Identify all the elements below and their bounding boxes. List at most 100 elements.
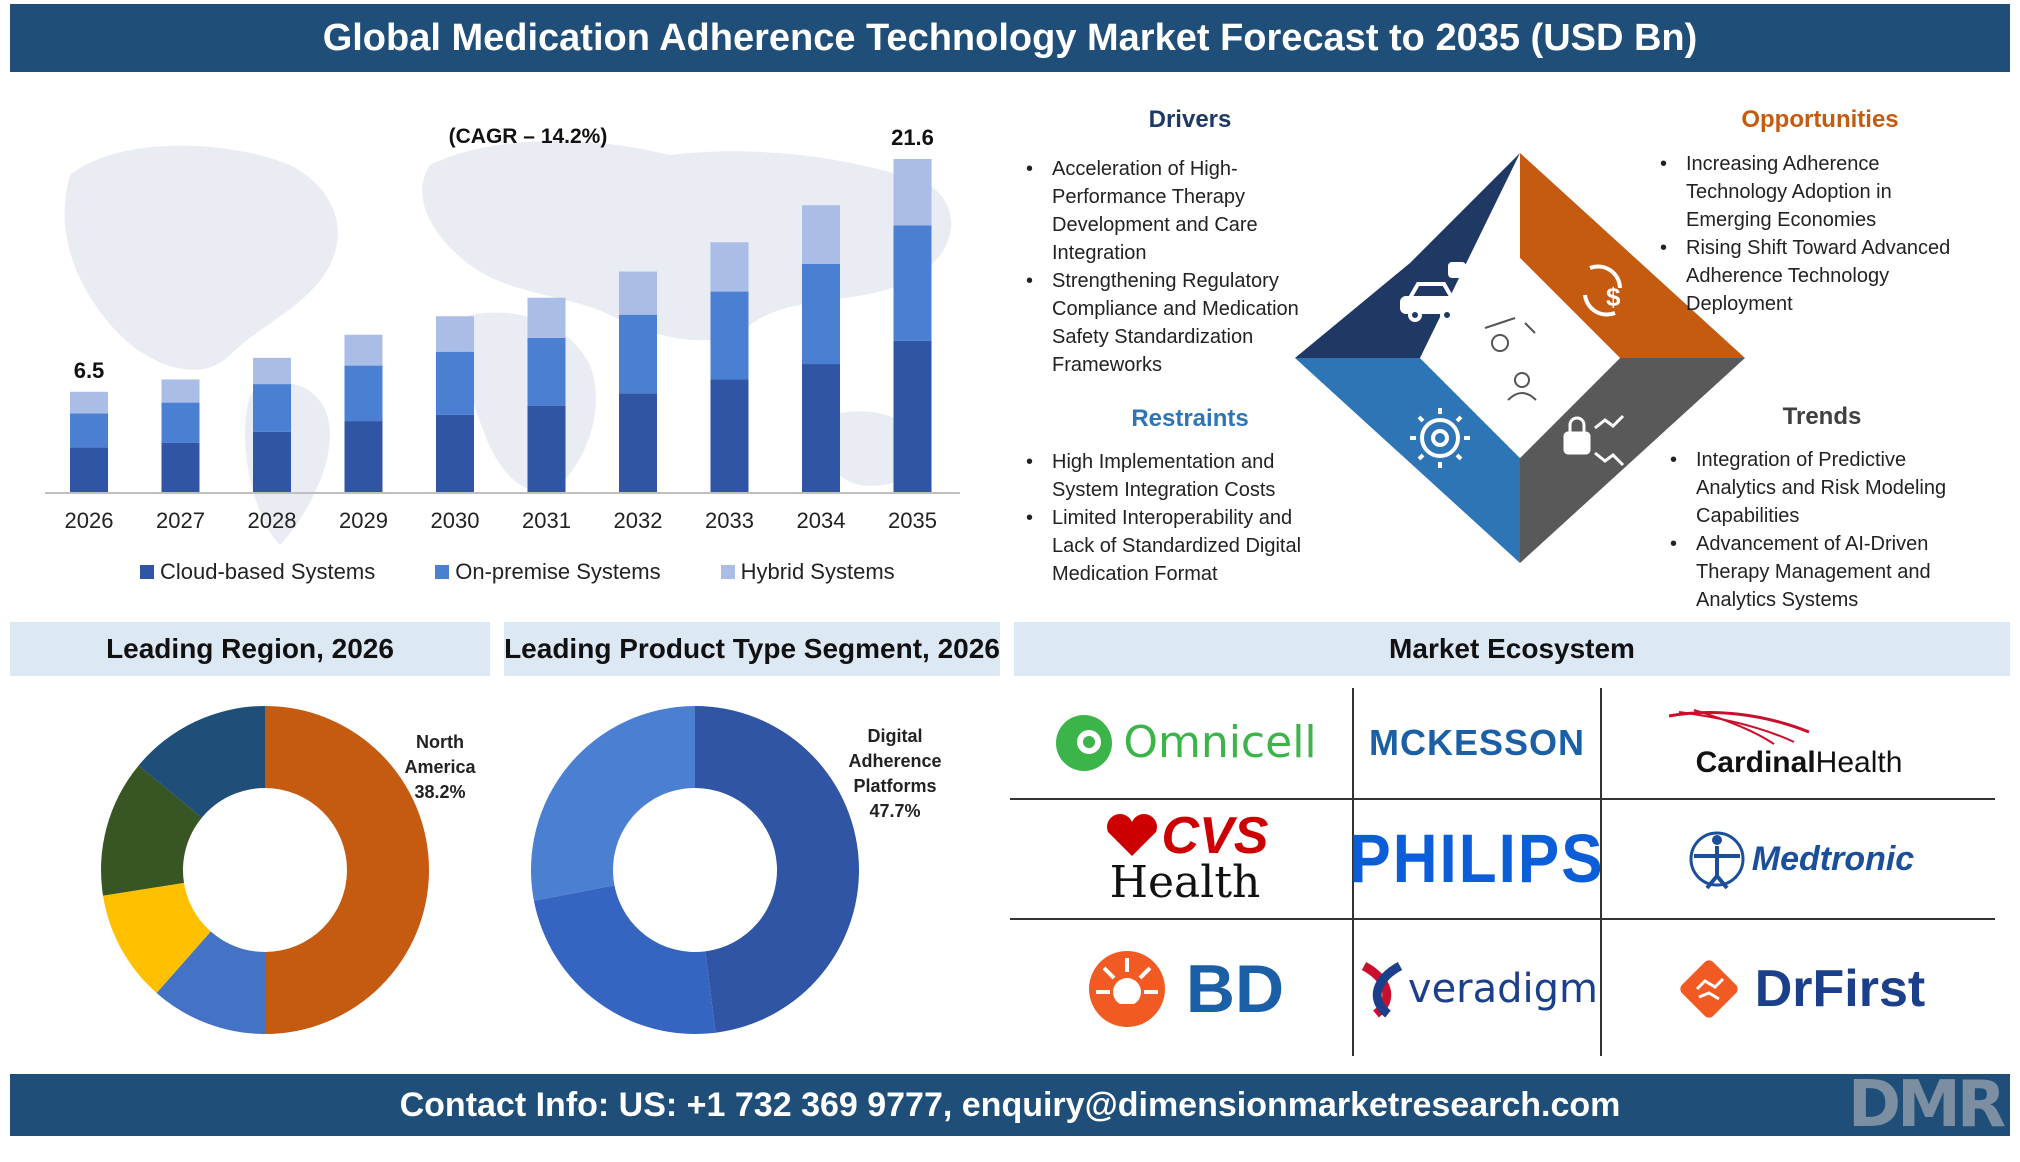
diamond-restraints [1295, 358, 1520, 563]
svg-text:$: $ [1606, 282, 1621, 312]
medtronic-figure-icon [1689, 831, 1745, 890]
bar-segment-on-premise-systems [710, 291, 749, 380]
bar-segment-cloud-based-systems [802, 364, 840, 492]
cardinal-wordmark-b: Health [1815, 745, 1903, 779]
bar-total-label: 6.5 [74, 358, 105, 383]
donut-slice [103, 882, 211, 994]
x-tick-label: 2029 [339, 508, 388, 533]
bar-segment-cloud-based-systems [344, 421, 383, 492]
cvs-health-wordmark: Health [1109, 857, 1261, 908]
bar-total-label: 21.6 [891, 125, 934, 150]
legend-onprem-label: On-premise Systems [455, 559, 661, 584]
bar-legend: Cloud-based Systems On-premise Systems H… [140, 556, 1000, 588]
page-title: Global Medication Adherence Technology M… [10, 4, 2010, 72]
donut-slice [695, 706, 860, 1033]
cardinal-wordmark: CardinalHealth [1696, 746, 1903, 780]
diamond-trends [1520, 358, 1745, 563]
medtronic-logo: Medtronic [1604, 802, 1994, 916]
bar-segment-hybrid-systems [893, 159, 932, 226]
cagr-annotation: (CAGR – 14.2%) [449, 125, 608, 148]
product-section-title: Leading Product Type Segment, 2026 [504, 622, 1000, 676]
monitoring-icon [1484, 317, 1537, 401]
legend-hybrid-swatch [720, 565, 735, 579]
bar-segment-on-premise-systems [253, 384, 291, 432]
philips-wordmark: PHILIPS [1349, 821, 1605, 897]
mckesson-logo: MCKESSON [1356, 690, 1598, 795]
bar-segment-on-premise-systems [436, 351, 474, 415]
drivers-list: Acceleration of High-Performance Therapy… [1022, 155, 1322, 379]
donut-slice [265, 706, 429, 1034]
donut-slice [101, 765, 202, 896]
bar-segment-cloud-based-systems [710, 379, 749, 492]
cardinal-wordmark-a: Cardinal [1695, 745, 1816, 779]
trends-title: Trends [1782, 403, 1862, 430]
drivers-item: Strengthening Regulatory Compliance and … [1022, 267, 1322, 379]
product-callout-name: Digital Adherence Platforms [848, 726, 942, 796]
restraints-list: High Implementation and System Integrati… [1022, 448, 1322, 588]
x-tick-label: 2034 [797, 508, 846, 533]
x-tick-label: 2035 [888, 508, 937, 533]
opportunities-item: Rising Shift Toward Advanced Adherence T… [1656, 234, 1976, 318]
bar-segment-hybrid-systems [802, 205, 840, 264]
donut-slice [156, 931, 265, 1034]
gear-icon [1410, 408, 1470, 468]
product-donut-chart [531, 706, 860, 1034]
ecosystem-section-title: Market Ecosystem [1014, 622, 2010, 676]
bar-segment-hybrid-systems [619, 271, 657, 315]
bar-segment-on-premise-systems [161, 402, 200, 443]
x-tick-label: 2033 [705, 508, 754, 533]
bar-segment-on-premise-systems [802, 263, 840, 365]
drfirst-logo: DrFirst [1604, 922, 1994, 1056]
diamond-drivers [1295, 153, 1520, 358]
cardinal-health-logo: CardinalHealth [1604, 690, 1994, 795]
x-tick-label: 2030 [431, 508, 480, 533]
ecosystem-grid-line [1010, 798, 1995, 800]
region-callout: North America 38.2% [390, 730, 490, 805]
trends-list: Integration of Predictive Analytics and … [1666, 446, 1986, 614]
bar-segment-on-premise-systems [619, 314, 657, 394]
omnicell-logo: Omnicell [1020, 690, 1350, 795]
bar-segment-on-premise-systems [527, 337, 566, 406]
bar-segment-cloud-based-systems [619, 393, 657, 492]
drfirst-mark-icon [1680, 960, 1738, 1018]
legend-cloud-label: Cloud-based Systems [160, 559, 376, 584]
legend-cloud-swatch [140, 565, 154, 579]
bd-sun-icon [1088, 951, 1165, 1027]
legend-onprem: On-premise Systems [435, 556, 661, 588]
cvs-health-logo: CVS Health [1020, 802, 1350, 916]
mckesson-wordmark: MCKESSON [1368, 721, 1586, 763]
donut-slice [533, 885, 716, 1034]
opportunities-list: Increasing Adherence Technology Adoption… [1656, 150, 1976, 318]
legend-hybrid: Hybrid Systems [720, 556, 895, 588]
bar-segment-cloud-based-systems [70, 447, 108, 492]
trends-item: Integration of Predictive Analytics and … [1666, 446, 1986, 530]
bar-segment-cloud-based-systems [436, 414, 474, 492]
cardinal-swoosh-icon [1668, 708, 1810, 745]
cvs-wordmark: CVS [1161, 807, 1269, 865]
product-callout-value: 47.7% [869, 801, 921, 821]
bar-segment-hybrid-systems [253, 357, 291, 385]
bar-segment-cloud-based-systems [161, 442, 200, 492]
bar-segment-on-premise-systems [70, 413, 108, 448]
bar-segment-cloud-based-systems [253, 431, 291, 492]
region-callout-value: 38.2% [414, 782, 466, 802]
bar-segment-hybrid-systems [161, 379, 200, 403]
veradigm-logo: veradigm [1356, 922, 1598, 1056]
trends-item: Advancement of AI-Driven Therapy Managem… [1666, 530, 1986, 614]
heart-icon [1106, 814, 1157, 856]
omnicell-mark-icon [1056, 714, 1113, 771]
contact-footer: Contact Info: US: +1 732 369 9777, enqui… [10, 1074, 2010, 1136]
donut-slice [531, 706, 695, 901]
legend-cloud: Cloud-based Systems [140, 556, 375, 588]
x-tick-label: 2031 [522, 508, 571, 533]
product-callout: Digital Adherence Platforms 47.7% [838, 724, 952, 824]
bd-wordmark: BD [1185, 951, 1285, 1027]
medtronic-wordmark: Medtronic [1751, 839, 1915, 878]
restraints-item: High Implementation and System Integrati… [1022, 448, 1322, 504]
bar-segment-on-premise-systems [893, 225, 932, 341]
market-dynamics-diamond: $ [1295, 153, 1745, 563]
restraints-title: Restraints [1131, 405, 1249, 432]
dmr-watermark-logo: DMR [1848, 1068, 2006, 1142]
legend-hybrid-label: Hybrid Systems [740, 559, 895, 584]
drfirst-wordmark: DrFirst [1754, 960, 1926, 1018]
